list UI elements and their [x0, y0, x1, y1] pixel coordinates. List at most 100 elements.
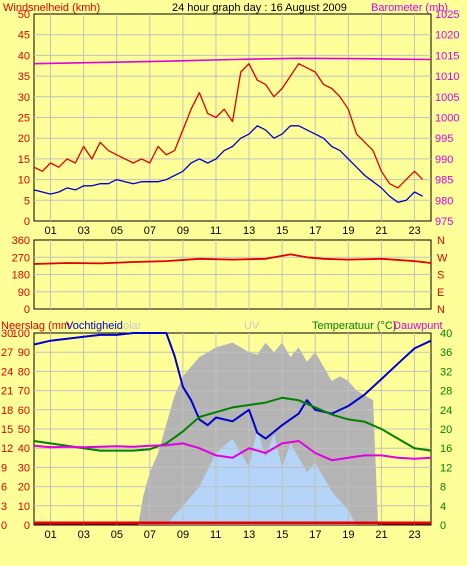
chart-title: 24 hour graph day : 16 August 2009	[172, 2, 347, 14]
uv-label: UV	[244, 320, 260, 332]
right-tick-label: 1015	[435, 50, 459, 62]
x-tick-label: 19	[342, 225, 354, 237]
right-tick-label: 985	[435, 175, 453, 187]
wind-line	[33, 125, 423, 204]
left-tick-label: 180	[12, 270, 30, 282]
x-tick-label: 03	[78, 529, 90, 541]
x-tick-label: 21	[375, 529, 387, 541]
right-tick-label: 995	[435, 133, 453, 145]
wind-ticks: 01 03 05 07 09 11 13 15 17 19 21 230510152025303540…	[18, 9, 460, 237]
x-tick-label: 11	[210, 529, 221, 541]
x-tick-label: 05	[111, 225, 123, 237]
left-tick-label: 70	[18, 386, 30, 398]
solar-label: olar	[123, 320, 142, 332]
x-tick-label: 07	[144, 529, 156, 541]
left-tick-label: 10	[18, 175, 30, 187]
x-tick-label: 03	[78, 225, 90, 237]
compass-tick-label: W	[437, 252, 448, 264]
temperature-axis-label: Temperatuur (°C)	[312, 320, 396, 332]
humidity-axis-label: Vochtigheid	[66, 320, 123, 332]
left-tick-label: 45	[18, 30, 30, 42]
left-tick-label: 30	[18, 462, 30, 474]
left-tick-label: 40	[18, 50, 30, 62]
x-tick-label: 19	[342, 529, 354, 541]
humidity-grid	[34, 333, 431, 525]
left-tick-label: 90	[18, 287, 30, 299]
rain-tick-label: 21	[1, 386, 13, 398]
right-tick-label: 1020	[435, 30, 459, 42]
wind-series	[33, 57, 432, 204]
x-tick-label: 01	[45, 225, 57, 237]
rain-tick-label: 6	[1, 482, 7, 494]
compass-tick-label: S	[437, 270, 444, 282]
x-tick-label: 01	[45, 529, 57, 541]
x-tick-label: 17	[309, 529, 321, 541]
humidity-ticks: 01 03 05 07 09 11 13 15 17 19 21 230102030405060708…	[1, 328, 452, 541]
left-tick-label: 30	[18, 92, 30, 104]
direction-series	[33, 253, 432, 265]
x-tick-label: 11	[210, 225, 221, 237]
x-tick-label: 15	[276, 529, 288, 541]
temp-tick-label: 40	[440, 328, 452, 340]
x-tick-label: 09	[177, 225, 189, 237]
rain-tick-label: 0	[1, 520, 7, 532]
wind-barometer-panel: Windsnelheid (kmh) 24 hour graph day : 1…	[3, 2, 459, 237]
right-tick-label: 980	[435, 195, 453, 207]
left-tick-label: 15	[18, 154, 30, 166]
rain-tick-label: 3	[1, 501, 7, 513]
temp-tick-label: 24	[440, 405, 452, 417]
rain-tick-label: 24	[1, 366, 13, 378]
left-tick-label: 0	[24, 520, 30, 532]
humidity-temperature-panel: Neerslag (mm Vochtigheid olar UV Tempera…	[1, 320, 452, 541]
rain-tick-label: 12	[1, 443, 13, 455]
x-tick-label: 21	[375, 225, 387, 237]
temp-tick-label: 4	[440, 501, 446, 513]
left-tick-label: 90	[18, 347, 30, 359]
left-tick-label: 0	[24, 304, 30, 316]
right-tick-label: 1010	[435, 71, 459, 83]
wind-grid	[34, 14, 431, 221]
left-tick-label: 35	[18, 71, 30, 83]
left-tick-label: 100	[12, 328, 30, 340]
x-tick-label: 09	[177, 529, 189, 541]
direction-grid	[34, 240, 431, 309]
temp-tick-label: 0	[440, 520, 446, 532]
right-tick-label: 975	[435, 216, 453, 228]
temp-tick-label: 32	[440, 366, 452, 378]
rain-tick-label: 27	[1, 347, 13, 359]
dew-line	[33, 440, 432, 462]
temp-tick-label: 20	[440, 424, 452, 436]
left-tick-label: 270	[12, 252, 30, 264]
x-tick-label: 05	[111, 529, 123, 541]
gust-line	[33, 63, 424, 189]
humidity-line	[33, 332, 432, 440]
left-tick-label: 10	[18, 501, 30, 513]
temp-tick-label: 8	[440, 482, 446, 494]
barometer-axis-label: Barometer (mb)	[371, 2, 448, 14]
dewpoint-label: Dauwpunt	[393, 320, 443, 332]
temp-tick-label: 28	[440, 386, 452, 398]
temp-tick-label: 36	[440, 347, 452, 359]
temp-line	[33, 396, 432, 452]
left-tick-label: 60	[18, 405, 30, 417]
left-tick-label: 50	[18, 424, 30, 436]
left-tick-label: 360	[12, 235, 30, 247]
x-tick-label: 15	[276, 225, 288, 237]
left-tick-label: 80	[18, 366, 30, 378]
compass-tick-label: E	[437, 287, 444, 299]
rain-tick-label: 18	[1, 405, 13, 417]
x-tick-label: 13	[243, 225, 255, 237]
baro-line	[33, 57, 432, 65]
rain-tick-label: 15	[1, 424, 13, 436]
right-tick-label: 1005	[435, 92, 459, 104]
left-tick-label: 20	[18, 482, 30, 494]
rain-axis-label: Neerslag (mm	[1, 320, 70, 332]
right-tick-label: 990	[435, 154, 453, 166]
compass-tick-label: N	[437, 235, 445, 247]
right-tick-label: 1000	[435, 113, 459, 125]
right-tick-label: 1025	[435, 9, 459, 21]
rain-tick-label: 30	[1, 328, 13, 340]
temp-tick-label: 16	[440, 443, 452, 455]
